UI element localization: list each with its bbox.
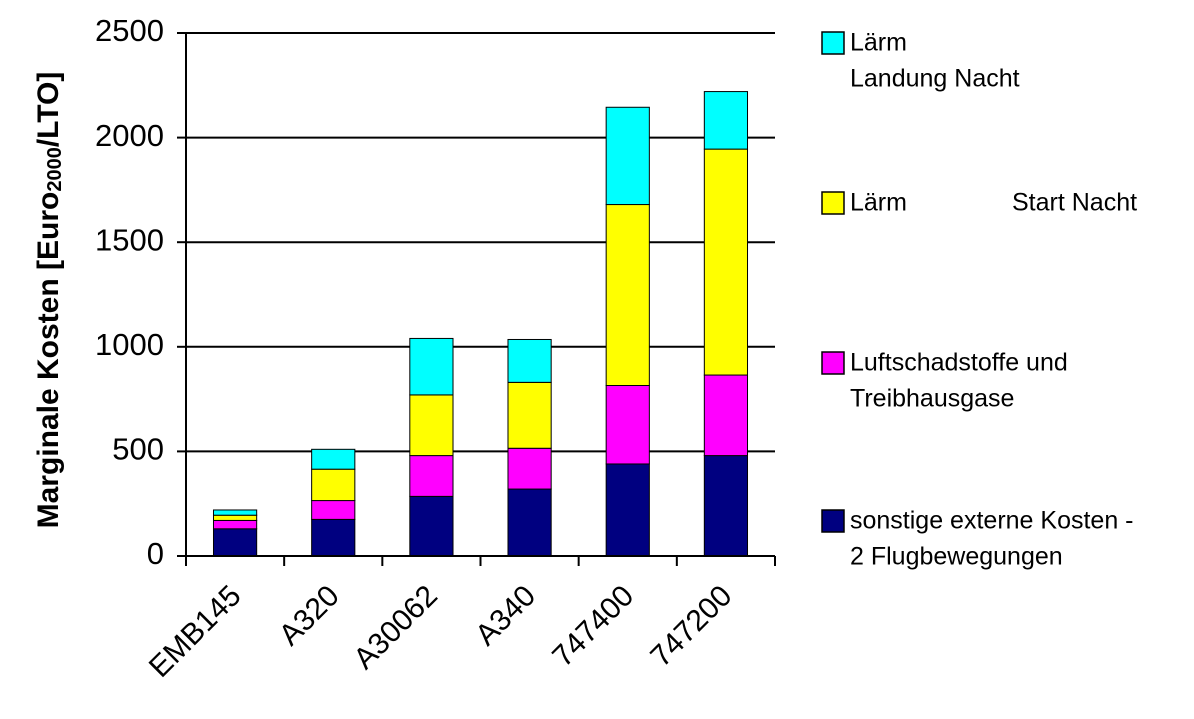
legend-label: 2 Flugbewegungen	[850, 543, 1063, 571]
x-tick-label-747400: 747400	[546, 579, 640, 673]
x-tick-label-EMB145: EMB145	[143, 579, 248, 684]
bars	[212, 91, 749, 557]
bar-A320-series-0	[311, 518, 356, 557]
bar-747200-series-3	[703, 91, 749, 150]
bar-A320-series-3	[311, 448, 356, 470]
y-tick-label: 2000	[95, 118, 164, 153]
bar-EMB145-series-2	[212, 514, 258, 521]
bar-747400-series-2	[605, 204, 650, 387]
bar-EMB145-series-0	[212, 528, 258, 557]
bar-A320-series-2	[311, 468, 356, 502]
bar-747400-series-1	[605, 385, 650, 465]
y-tick-label: 1000	[95, 327, 164, 362]
bar-747400-series-0	[605, 463, 650, 557]
y-tick-label: 2500	[95, 13, 164, 48]
bar-EMB145-series-3	[212, 509, 258, 516]
gridlines	[186, 32, 775, 453]
bar-747400-series-3	[605, 106, 650, 206]
y-axis-title-subscript: 2000	[44, 147, 66, 192]
axes	[177, 32, 776, 566]
legend-label: sonstige externe Kosten -	[850, 507, 1134, 535]
bar-EMB145-series-1	[212, 519, 258, 530]
legend-label: Landung Nacht	[850, 65, 1020, 93]
bar-A30062-series-2	[409, 394, 454, 457]
legend-label: Start Nacht	[1012, 189, 1137, 217]
legend-swatch-3	[821, 509, 845, 533]
legend-label: Lärm	[850, 189, 907, 217]
y-axis-title: Marginale Kosten [Euro2000/LTO]	[32, 72, 66, 529]
x-tick-label-747200: 747200	[644, 579, 738, 673]
legend-label: Lärm	[850, 29, 907, 57]
bar-A30062-series-3	[409, 337, 454, 396]
legend-swatch-2	[821, 351, 845, 375]
y-tick-label: 0	[147, 536, 164, 571]
bar-A340-series-3	[507, 338, 552, 383]
bar-A340-series-0	[507, 488, 552, 557]
legend-swatch-0	[821, 31, 845, 55]
legend-label: Treibhausgase	[850, 385, 1014, 413]
y-tick-label: 500	[112, 432, 164, 467]
bar-747200-series-0	[703, 455, 749, 557]
legend: Lärm Landung Nacht Lärm Start Nacht Luftscha…	[821, 29, 1137, 571]
bar-A30062-series-1	[409, 455, 454, 497]
bar-747200-series-1	[703, 374, 749, 457]
bar-A340-series-2	[507, 381, 552, 449]
bar-747200-series-2	[703, 148, 749, 376]
bar-A340-series-1	[507, 447, 552, 490]
bar-A320-series-1	[311, 500, 356, 520]
legend-swatch-1	[821, 191, 845, 215]
x-tick-label-A320: A320	[273, 579, 346, 652]
x-tick-label-A340: A340	[469, 579, 542, 652]
y-axis-title-end: /LTO]	[32, 72, 65, 148]
x-tick-label-A30062: A30062	[347, 579, 443, 675]
y-tick-label: 1500	[95, 222, 164, 257]
bar-A30062-series-0	[409, 495, 454, 557]
legend-label: Luftschadstoffe und	[850, 349, 1068, 377]
y-axis-title-main: Marginale Kosten [Euro	[32, 192, 65, 529]
